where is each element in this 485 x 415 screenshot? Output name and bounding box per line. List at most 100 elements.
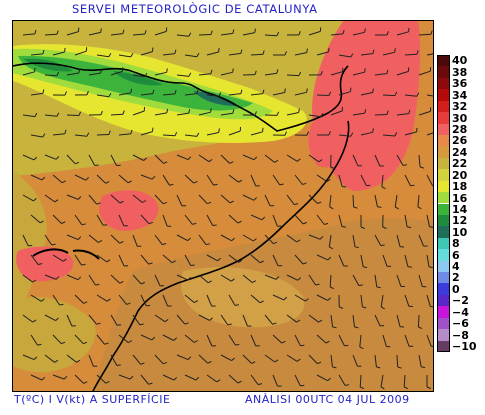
wind-barb-flag — [100, 110, 103, 115]
wind-barb — [206, 254, 218, 262]
wind-barb-flag — [127, 180, 132, 184]
wind-barb-flag — [231, 237, 235, 242]
wind-barb — [110, 70, 123, 76]
wind-barb-flag — [238, 259, 243, 263]
wind-barb-flag — [428, 266, 433, 269]
wind-barb — [250, 294, 261, 304]
wind-barb — [228, 374, 239, 384]
wind-barb-flag — [304, 298, 309, 302]
wind-barb-flag — [429, 226, 433, 228]
wind-barb — [162, 334, 174, 341]
legend-item: 8 — [436, 237, 484, 250]
legend-swatch — [438, 157, 450, 170]
wind-barb — [206, 334, 213, 347]
wind-barb-flag — [327, 377, 331, 382]
wind-barb — [52, 214, 62, 224]
wind-barb — [382, 254, 388, 267]
wind-barb — [74, 254, 82, 266]
wind-barb — [330, 314, 334, 327]
wind-barb — [418, 70, 431, 76]
wind-barb — [96, 94, 109, 98]
wind-barb — [198, 34, 212, 36]
wind-barb-flag — [55, 156, 60, 160]
wind-barb-flag — [296, 239, 301, 243]
wind-barb — [132, 154, 144, 161]
wind-barb-flag — [372, 128, 374, 133]
legend-item: 2 — [436, 271, 484, 284]
wind-barb — [22, 354, 35, 361]
wind-barb-flag — [196, 89, 199, 94]
wind-barb — [22, 274, 33, 283]
wind-barb — [176, 234, 188, 242]
wind-barb-flag — [51, 243, 56, 246]
wind-barb-flag — [194, 300, 199, 304]
wind-barb-flag — [130, 129, 133, 134]
wind-barb — [22, 33, 35, 36]
map-canvas — [13, 21, 433, 391]
wind-barb-flag — [302, 221, 307, 225]
wind-barb — [176, 314, 186, 325]
wind-barb-flag — [306, 131, 309, 136]
wind-barb — [22, 234, 29, 247]
wind-barb — [198, 274, 209, 284]
wind-barb-flag — [273, 241, 278, 245]
wind-barb — [132, 354, 141, 365]
wind-barb — [162, 53, 175, 56]
wind-barb-flag — [76, 359, 81, 363]
wind-barb — [206, 174, 214, 186]
wind-barb — [374, 314, 381, 327]
wind-barb-flag — [39, 220, 44, 224]
wind-barb — [404, 94, 417, 97]
wind-barb — [382, 94, 396, 97]
temp-field-red-central — [99, 190, 159, 231]
wind-barb — [110, 354, 118, 366]
wind-barb-flag — [213, 183, 218, 186]
wind-barb-flag — [100, 68, 103, 74]
wind-barb-flag — [85, 177, 90, 181]
wind-barb — [162, 93, 176, 96]
legend-label: 22 — [452, 157, 468, 171]
wind-barb — [66, 354, 77, 363]
wind-barb-flag — [187, 156, 192, 160]
wind-barb-flag — [86, 132, 90, 137]
wind-barb — [154, 274, 161, 287]
legend-item: 14 — [436, 203, 484, 216]
wind-barb — [154, 112, 167, 116]
wind-barb — [264, 194, 271, 207]
wind-barb-flag — [416, 92, 420, 97]
wind-barb — [110, 234, 121, 244]
wind-barb — [316, 174, 328, 183]
wind-barb — [242, 314, 248, 327]
legend-swatch — [438, 112, 450, 124]
wind-barb — [272, 334, 283, 344]
wind-barb-flag — [432, 185, 433, 187]
wind-barb — [272, 174, 281, 186]
wind-barb — [118, 294, 127, 305]
wind-barb — [228, 174, 239, 183]
wind-barb-flag — [402, 164, 407, 166]
wind-barb-flag — [122, 29, 125, 34]
wind-barb-flag — [188, 109, 191, 114]
wind-barb — [176, 74, 189, 77]
wind-barb-flag — [105, 181, 110, 184]
wind-barb — [380, 374, 384, 387]
wind-barb — [140, 214, 150, 225]
legend-item: 10 — [436, 226, 484, 239]
wind-barb — [264, 234, 274, 245]
wind-barb — [352, 112, 365, 116]
wind-barb-flag — [83, 341, 88, 345]
wind-barb — [308, 234, 321, 240]
legend-item: −2 — [436, 294, 484, 307]
wind-barb — [404, 53, 418, 56]
wind-barb-flag — [96, 322, 101, 325]
wind-barb-flag — [106, 298, 111, 302]
wind-barb — [250, 214, 263, 221]
wind-barb — [96, 134, 110, 136]
wind-barb-flag — [381, 186, 386, 190]
legend-item: 30 — [436, 112, 484, 125]
legend-swatch — [438, 146, 450, 158]
wind-barb — [352, 71, 365, 76]
wind-barb — [374, 354, 377, 367]
wind-barb-flag — [54, 359, 59, 363]
wind-barb — [52, 174, 63, 184]
